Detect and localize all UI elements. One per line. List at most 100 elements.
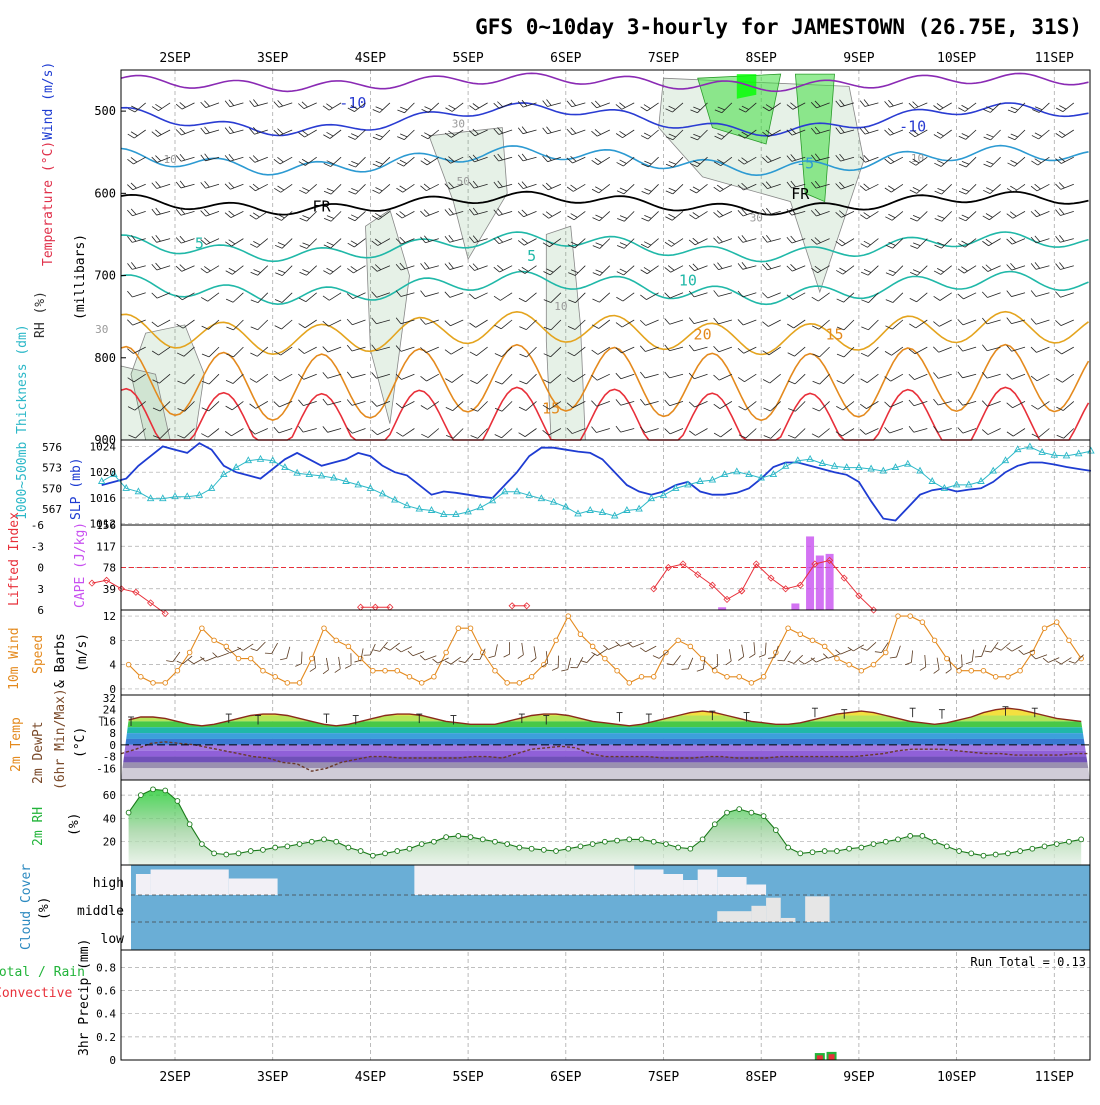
wind-barb [396, 205, 414, 219]
wind-barb [739, 396, 757, 412]
rh-tick-label: 60 [103, 789, 116, 802]
surface-wind-barb [616, 636, 632, 647]
wind-barb [591, 124, 609, 138]
surface-wind-barb-flag [473, 657, 480, 662]
wind-speed-marker [224, 644, 229, 649]
surface-wind-barb-flag [653, 654, 659, 661]
wind-barb [959, 179, 976, 196]
wind-speed-marker [920, 620, 925, 625]
surface-wind-barb-flag [200, 656, 205, 663]
surface-wind-barb-flag [384, 645, 390, 652]
wind-barb-flag [347, 399, 352, 407]
wind-barb-flag [1007, 401, 1013, 409]
wind-barb [323, 422, 341, 433]
surface-wind-barb-flag [995, 646, 1001, 653]
wind-barb-shaft [206, 211, 219, 216]
wind-barb-flag [373, 135, 380, 142]
wind-barb-shaft [599, 211, 609, 220]
surface-wind-barb-shaft [413, 652, 424, 656]
contour-label: 10 [679, 271, 697, 289]
wind-barb [689, 232, 707, 246]
surface-wind-barb-flag [517, 655, 523, 659]
wind-ylabel-d: (m/s) [75, 633, 90, 672]
wind-barb-shaft [939, 347, 952, 352]
wind-barb-shaft [328, 374, 341, 378]
wind-barb-flag [299, 322, 305, 329]
wind-barb-flag [205, 180, 210, 188]
wind-barb [958, 260, 976, 275]
wind-barb-shaft [526, 320, 536, 330]
wind-barb-flag [885, 426, 890, 434]
rh-marker [370, 853, 375, 858]
wind-barb-flag [1007, 317, 1012, 325]
wind-barb-flag [935, 216, 942, 223]
wind-barb [592, 179, 610, 195]
wind-barb-shaft [255, 157, 268, 162]
wind-barb-shaft [282, 211, 293, 220]
surface-wind-barb-shaft [243, 644, 253, 651]
wind-barb-flag [300, 244, 307, 251]
wind-barb [201, 423, 219, 439]
wind-barb-flag [616, 425, 621, 433]
wind-barb [1031, 286, 1049, 297]
wind-barb-shaft [256, 374, 267, 382]
thickness-line [102, 447, 1091, 516]
wind-barb-shaft [989, 211, 1000, 219]
wind-speed-marker [712, 668, 717, 673]
surface-wind-barb-shaft [816, 657, 827, 662]
rh-marker [309, 839, 314, 844]
surface-wind-barb-shaft [925, 655, 926, 667]
wind-barb-flag [131, 262, 136, 270]
wind-barb-shaft [746, 429, 756, 438]
wind-barb [567, 178, 585, 193]
surface-wind-barb-flag [920, 667, 926, 670]
wind-barb [1007, 286, 1025, 297]
wind-barb-flag [861, 325, 868, 332]
wind-barb [934, 124, 952, 140]
wind-barb-shaft [279, 401, 292, 406]
wind-barb-flag [640, 319, 646, 327]
wind-barb-shaft [719, 374, 732, 380]
surface-wind-barb-flag [861, 646, 867, 652]
wind-barb-flag [469, 293, 475, 301]
wind-barb-shaft [1014, 157, 1025, 166]
high-cloud-bar [698, 870, 718, 896]
wind-speed-marker [676, 638, 681, 643]
wind-barb-shaft [452, 374, 463, 382]
wind-barb-flag [1007, 373, 1012, 381]
wind-barb-shaft [648, 211, 658, 221]
precip-tick-label: 0.4 [96, 1008, 116, 1021]
surface-wind-barb-shaft [534, 646, 536, 658]
rh-marker [212, 851, 217, 856]
wind-barb-flag [323, 426, 328, 434]
wind-barb-shaft [233, 293, 243, 302]
thickness-marker [697, 478, 703, 484]
wind-barb-flag [738, 263, 743, 271]
wind-speed-marker [248, 656, 253, 661]
wind-barb-shaft [624, 184, 634, 194]
surface-wind-barb-flag [697, 668, 703, 672]
wind-barb-shaft [377, 429, 390, 435]
wind-barb [152, 97, 170, 112]
wind-barb [298, 97, 316, 110]
wind-barb [1007, 205, 1025, 219]
surface-wind-barb-flag [552, 667, 558, 670]
wind-tick-label: 12 [103, 610, 116, 623]
date-label-top: 10SEP [937, 51, 976, 66]
surface-wind-barb [736, 645, 744, 661]
temp-tick-label: 32 [103, 692, 116, 705]
wind-barb-shaft [621, 347, 634, 353]
date-label-bottom: 9SEP [843, 1070, 874, 1085]
wind-barb-shaft [404, 130, 414, 140]
wind-barb [837, 342, 854, 359]
temp-tick-label: -16 [96, 762, 116, 775]
wind-barb-flag [1007, 430, 1013, 438]
date-label-top: 8SEP [746, 51, 777, 66]
wind-barb-shaft [331, 239, 341, 248]
surface-wind-barb-flag [166, 658, 173, 664]
rh-marker [749, 810, 754, 815]
wind-speed-marker [395, 668, 400, 673]
wind-barb-shaft [987, 293, 1000, 298]
wind-barb-flag [518, 182, 523, 190]
cloud-layer-label-low: low [101, 932, 125, 947]
